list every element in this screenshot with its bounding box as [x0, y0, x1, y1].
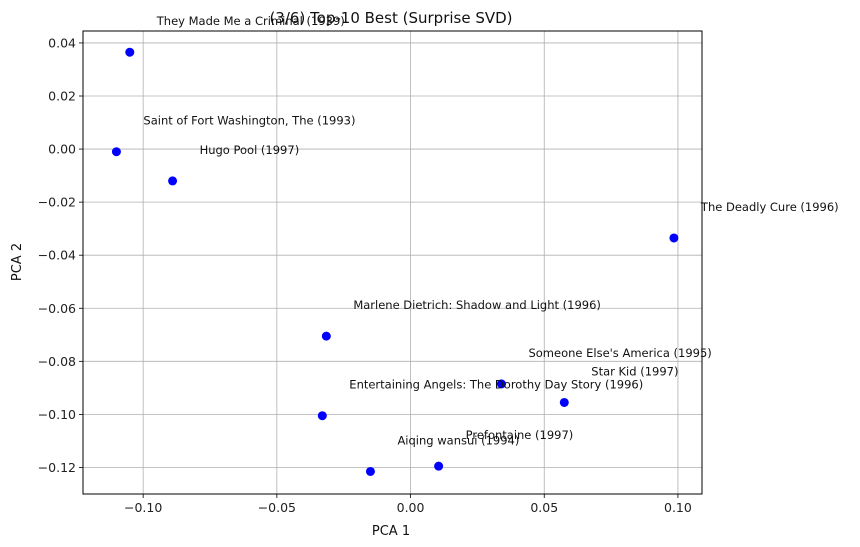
y-tick-label: −0.10 [38, 407, 76, 422]
grid-lines [83, 31, 702, 494]
data-point [559, 397, 569, 407]
point-label: Saint of Fort Washington, The (1993) [143, 114, 355, 128]
x-tick-label: 0.05 [530, 500, 558, 515]
point-label: Star Kid (1997) [591, 364, 678, 378]
data-point [111, 147, 121, 157]
x-axis: −0.10 −0.05 0.00 0.05 0.10 [124, 494, 692, 515]
point-label: Prefontaine (1997) [466, 428, 574, 442]
point-label: Hugo Pool (1997) [200, 143, 300, 157]
data-point [317, 411, 327, 421]
data-point [434, 461, 444, 471]
data-points [111, 47, 679, 476]
point-labels: They Made Me a Criminal (1939) Saint of F… [143, 14, 838, 447]
y-axis: −0.12 −0.10 −0.08 −0.06 −0.04 −0.02 0.00 0.02 0.… [38, 35, 83, 475]
point-label: Someone Else's America (1995) [528, 346, 711, 360]
y-tick-label: −0.02 [38, 195, 76, 210]
point-label: They Made Me a Criminal (1939) [156, 14, 345, 28]
y-tick-label: −0.12 [38, 460, 76, 475]
chart-title: (3/6) Top-10 Best (Surprise SVD) [269, 9, 512, 27]
y-tick-label: 0.00 [48, 142, 76, 157]
data-point [496, 379, 506, 389]
x-tick-label: 0.10 [664, 500, 692, 515]
point-label: The Deadly Cure (1996) [700, 200, 839, 214]
y-axis-label: PCA 2 [10, 243, 25, 281]
x-tick-label: 0.00 [397, 500, 425, 515]
data-point [125, 47, 135, 57]
y-tick-label: −0.06 [38, 301, 76, 316]
data-point [321, 331, 331, 341]
data-point [365, 466, 375, 476]
y-tick-label: −0.08 [38, 354, 76, 369]
plot-frame [82, 30, 703, 495]
y-tick-label: −0.04 [38, 248, 76, 263]
x-tick-label: −0.10 [124, 500, 162, 515]
point-label: Marlene Dietrich: Shadow and Light (1996… [353, 298, 601, 312]
point-label: Aiqing wansui (1994) [397, 433, 519, 447]
data-point [669, 233, 679, 243]
y-tick-label: 0.02 [48, 89, 76, 104]
x-tick-label: −0.05 [258, 500, 296, 515]
y-tick-label: 0.04 [48, 35, 76, 50]
data-point [168, 176, 178, 186]
point-label: Entertaining Angels: The Dorothy Day Sto… [349, 378, 643, 392]
x-axis-label: PCA 1 [372, 524, 410, 539]
